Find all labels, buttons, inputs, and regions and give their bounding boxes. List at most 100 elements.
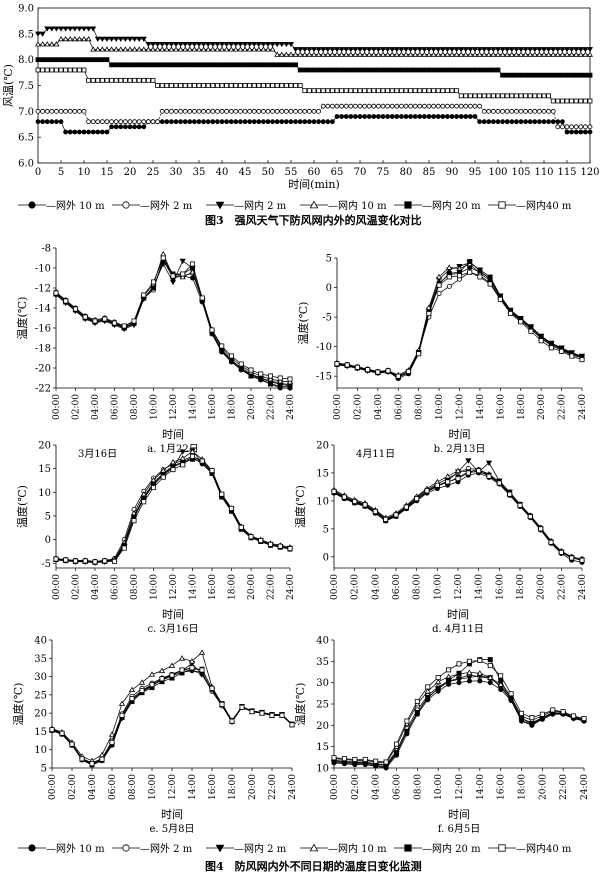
x-tick-label: 02:00 (72, 394, 82, 420)
data-point (54, 67, 59, 73)
data-point (311, 88, 317, 94)
data-point (550, 119, 556, 125)
data-point (118, 119, 124, 125)
x-tick-label: 115 (557, 167, 576, 178)
data-point (67, 108, 73, 114)
data-point (408, 88, 414, 94)
data-point (398, 67, 404, 73)
data-point (127, 77, 133, 83)
data-point (380, 51, 386, 57)
data-point (131, 518, 137, 524)
data-point (517, 502, 523, 508)
data-point (260, 46, 267, 52)
data-point (582, 51, 589, 57)
data-point (297, 67, 303, 73)
data-point (72, 67, 78, 73)
data-point (485, 51, 492, 57)
data-point (435, 51, 442, 57)
data-point (251, 108, 257, 114)
data-point (380, 88, 386, 94)
data-point (339, 67, 345, 73)
data-point (173, 83, 179, 88)
data-point (145, 62, 151, 68)
data-point (164, 83, 170, 88)
data-point (541, 72, 547, 78)
data-point (541, 119, 547, 125)
data-point (404, 201, 412, 209)
data-point (228, 353, 234, 359)
data-point (573, 129, 579, 135)
x-tick-label: 06:00 (111, 394, 121, 420)
legend-label: 网外 2 m (150, 843, 193, 855)
data-point (578, 129, 584, 135)
data-point (426, 88, 432, 94)
data-point (109, 62, 114, 68)
x-tick-label: 08:00 (413, 774, 423, 800)
data-point (274, 119, 280, 125)
data-point (435, 273, 443, 280)
data-point (403, 47, 409, 53)
data-point (435, 67, 441, 73)
data-point (538, 334, 544, 340)
data-point (569, 72, 574, 78)
data-point (389, 51, 396, 57)
data-point (486, 67, 492, 73)
series-6 (53, 453, 293, 565)
data-point (416, 47, 423, 53)
data-point (311, 67, 317, 73)
data-point (145, 41, 152, 48)
data-point (564, 72, 570, 78)
data-point (426, 67, 432, 73)
data-point (136, 46, 143, 52)
data-point (435, 678, 442, 685)
data-point (466, 669, 473, 675)
data-point (159, 108, 165, 114)
data-point (54, 119, 59, 125)
data-point (352, 47, 359, 53)
x-tick-label: 95 (469, 167, 482, 178)
data-point (277, 375, 283, 381)
data-point (219, 343, 225, 349)
data-point (247, 62, 253, 68)
y-tick-label: 35 (34, 654, 47, 665)
data-point (186, 41, 193, 48)
data-point (485, 47, 492, 53)
data-point (182, 108, 188, 114)
data-point (541, 108, 547, 114)
data-point (122, 46, 129, 52)
data-point (446, 677, 452, 683)
data-point (426, 51, 432, 57)
data-point (320, 67, 326, 73)
data-point (424, 688, 431, 694)
data-point (40, 119, 45, 125)
data-point (117, 36, 124, 43)
data-point (472, 47, 478, 53)
data-point (99, 46, 106, 52)
data-point (35, 41, 41, 47)
data-point (490, 51, 497, 57)
legend-dash: — (234, 201, 244, 212)
x-tick-label: 06:00 (111, 574, 121, 600)
x-tick-label: 24:00 (578, 574, 588, 600)
data-point (371, 114, 377, 119)
data-point (86, 119, 91, 125)
data-point (417, 103, 423, 109)
data-point (504, 47, 511, 53)
data-point (554, 47, 561, 53)
data-point (177, 46, 184, 52)
data-point (205, 119, 211, 125)
data-point (140, 46, 147, 52)
data-point (417, 114, 423, 119)
data-point (270, 108, 276, 114)
y-tick-label: 6.0 (18, 159, 34, 170)
data-point (145, 119, 151, 125)
data-point (108, 36, 115, 43)
data-point (407, 51, 414, 57)
x-tick-label: 22:00 (558, 394, 568, 420)
data-point (440, 67, 446, 73)
data-point (79, 756, 85, 762)
legend-dash: — (422, 844, 432, 855)
x-tick-label: 14:00 (475, 574, 485, 600)
data-point (518, 47, 524, 53)
data-point (191, 41, 198, 48)
